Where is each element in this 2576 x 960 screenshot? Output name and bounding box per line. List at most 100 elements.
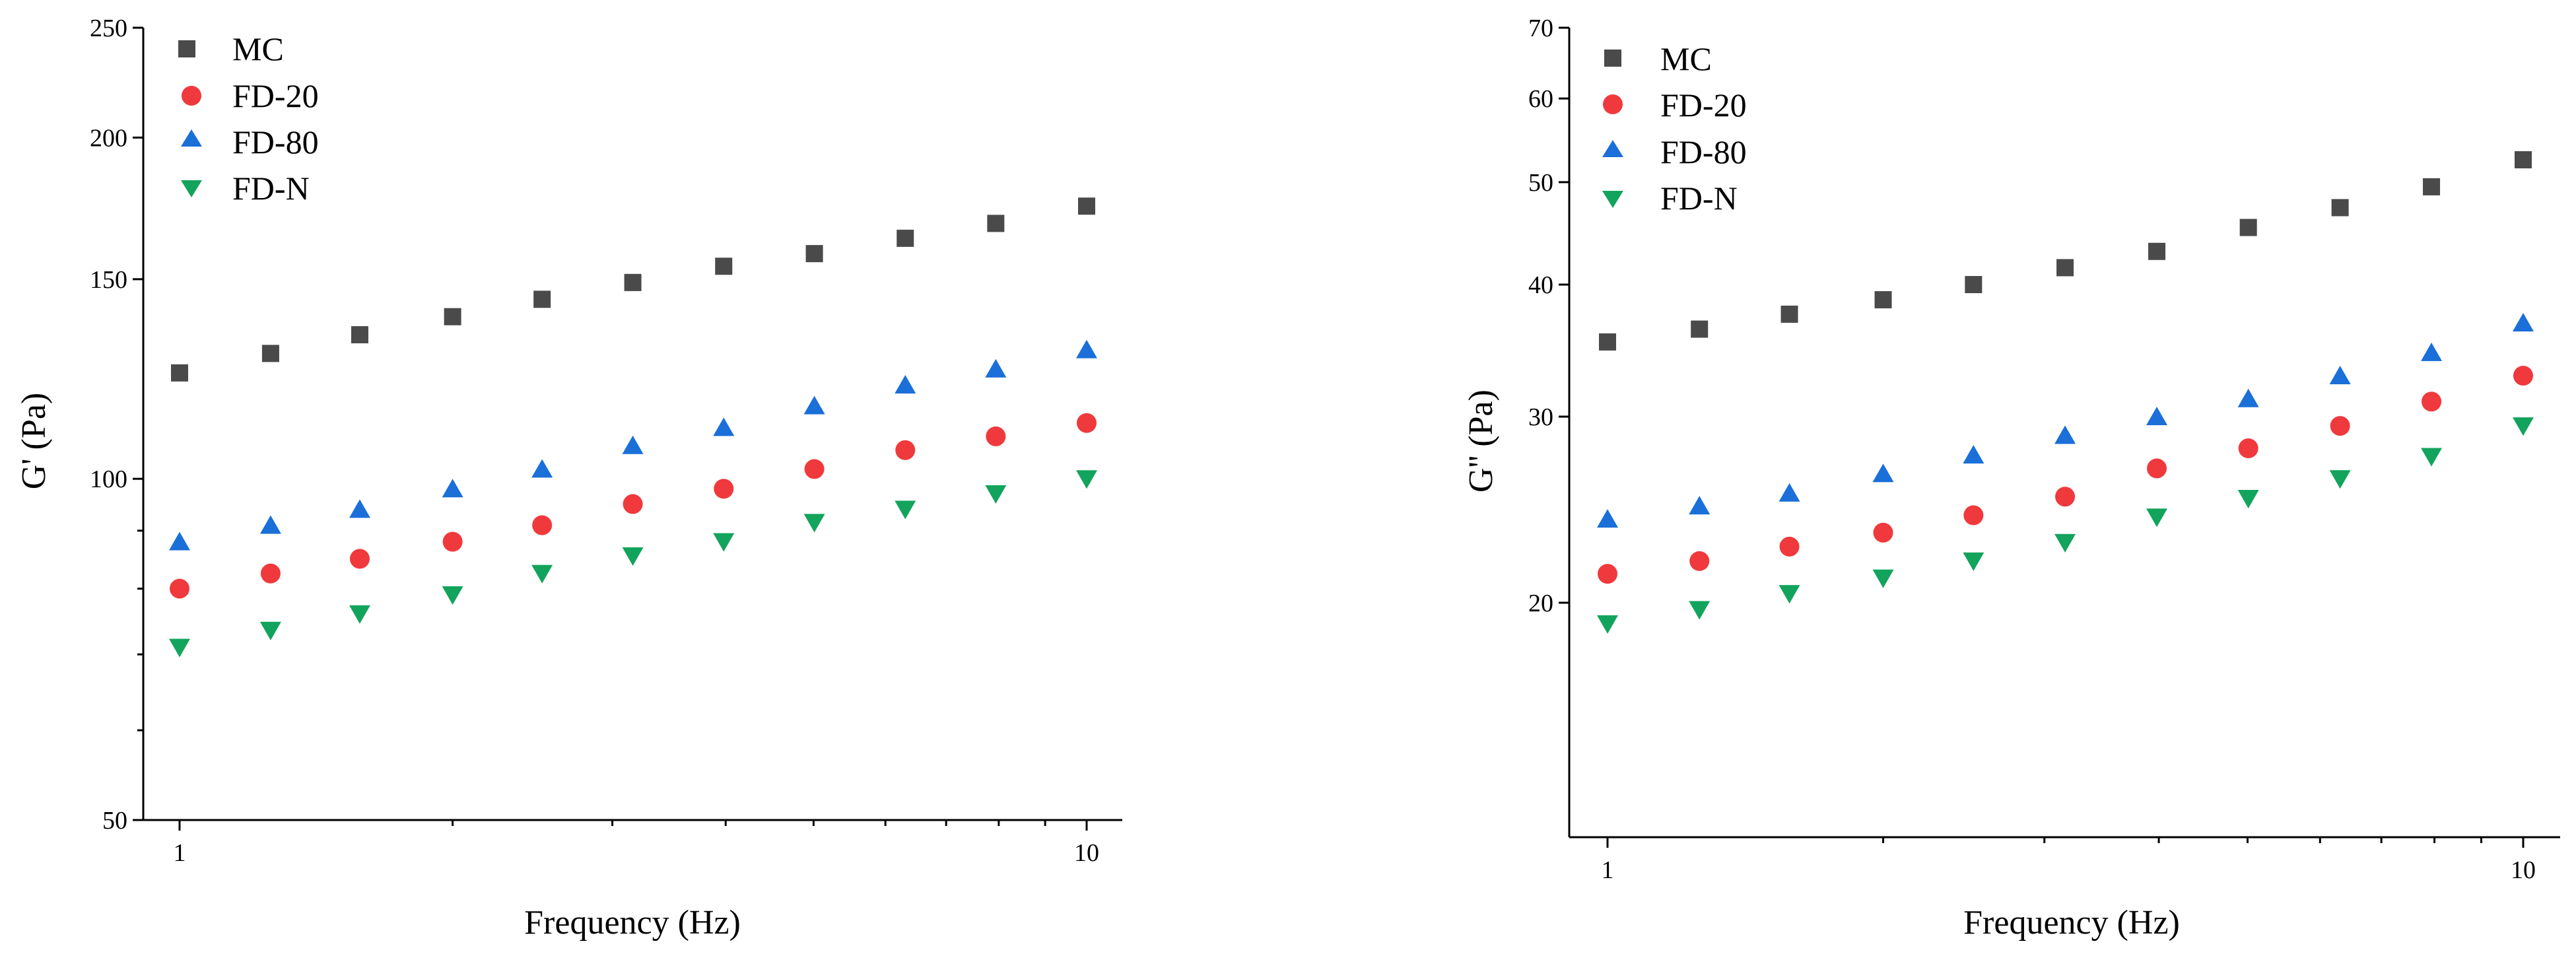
data-point-mc	[2056, 259, 2074, 277]
data-point-fd-20	[170, 578, 189, 599]
data-point-mc	[261, 345, 279, 362]
axis-ticks: 20 30 40 50 60 70 1 10	[1528, 15, 2536, 884]
data-point-fd-20	[532, 515, 553, 535]
data-point-mc	[2148, 242, 2166, 260]
data-point-fd-80	[169, 531, 190, 551]
data-point-fd-20	[804, 459, 825, 479]
data-point-fd-80	[1963, 444, 1984, 463]
data-point-fd-n	[1779, 585, 1800, 604]
data-point-fd-n	[531, 565, 553, 584]
y-tick-label: 100	[90, 465, 127, 493]
legend-item-fd-80: FD-80	[181, 123, 319, 160]
data-point-fd-20	[714, 479, 734, 499]
data-point-fd-n	[1963, 552, 1984, 571]
data-point-fd-n	[1597, 615, 1618, 634]
legend-marker-mc	[1604, 50, 1621, 67]
data-point-fd-n	[169, 638, 190, 658]
data-point-mc	[2239, 219, 2257, 236]
data-point-fd-80	[803, 395, 825, 415]
data-point-mc	[171, 364, 188, 382]
data-point-fd-20	[442, 531, 463, 552]
y-tick-label: 70	[1528, 15, 1553, 42]
legend: MC FD-20 FD-80 FD-N	[178, 30, 319, 207]
data-points	[1597, 151, 2534, 634]
legend-label-fd-20: FD-20	[232, 77, 319, 114]
y-tick-label: 50	[102, 807, 127, 835]
data-point-fd-n	[985, 485, 1007, 504]
data-point-fd-20	[1689, 551, 1710, 571]
data-point-fd-20	[260, 563, 281, 584]
axis-ticks: 50 100 150 200 250 1 10	[90, 15, 1099, 867]
data-point-fd-20	[1873, 522, 1893, 543]
legend-item-fd-20: FD-20	[182, 77, 319, 114]
y-tick-label: 60	[1528, 85, 1553, 113]
data-point-fd-n	[713, 533, 735, 552]
data-point-fd-80	[2421, 342, 2443, 361]
y-tick-label: 50	[1528, 169, 1553, 197]
data-point-fd-n	[1689, 601, 1711, 620]
data-point-mc	[1874, 291, 1892, 308]
data-point-mc	[1599, 333, 1616, 351]
legend-marker-mc	[178, 40, 195, 57]
data-point-mc	[351, 326, 368, 343]
legend-label-mc: MC	[232, 30, 284, 67]
x-axis-title: Frequency (Hz)	[1963, 904, 2180, 942]
data-point-fd-80	[2146, 407, 2168, 426]
data-point-fd-n	[442, 586, 463, 605]
legend-item-mc: MC	[1604, 40, 1712, 77]
data-point-fd-20	[2238, 438, 2258, 458]
x-tick-label: 1	[1602, 856, 1614, 884]
data-point-fd-n	[2237, 489, 2259, 508]
y-tick-label: 30	[1528, 403, 1553, 431]
data-point-fd-80	[2237, 388, 2259, 407]
data-point-mc	[624, 273, 642, 291]
data-point-fd-80	[985, 359, 1007, 378]
data-points	[169, 197, 1097, 658]
data-point-mc	[2331, 199, 2349, 217]
data-point-mc	[1780, 305, 1798, 323]
legend-marker-fd-80	[1602, 140, 1623, 157]
data-point-fd-80	[2054, 425, 2076, 444]
data-point-mc	[533, 291, 551, 308]
data-point-mc	[1078, 197, 1095, 215]
data-point-mc	[2423, 178, 2441, 195]
legend-item-fd-n: FD-N	[1602, 180, 1738, 217]
data-point-fd-80	[1689, 496, 1711, 515]
x-tick-label: 1	[174, 839, 186, 867]
data-point-fd-n	[2054, 533, 2076, 553]
legend-label-fd-n: FD-N	[1660, 180, 1738, 217]
x-tick-label: 10	[1074, 839, 1099, 867]
data-point-fd-80	[1779, 483, 1800, 502]
data-point-fd-20	[2422, 392, 2442, 412]
data-point-fd-80	[895, 375, 916, 394]
legend-item-fd-20: FD-20	[1603, 86, 1747, 123]
data-point-mc	[444, 308, 461, 326]
legend-label-fd-80: FD-80	[232, 123, 319, 160]
data-point-fd-n	[622, 547, 644, 566]
data-point-fd-20	[1598, 564, 1617, 584]
data-point-fd-n	[803, 514, 825, 533]
data-point-fd-n	[895, 500, 916, 520]
data-point-fd-80	[531, 459, 553, 478]
data-point-fd-20	[1963, 505, 1984, 526]
data-point-fd-n	[2513, 417, 2534, 436]
data-point-fd-80	[442, 479, 463, 498]
legend-label-fd-80: FD-80	[1660, 133, 1747, 170]
data-point-mc	[987, 215, 1005, 232]
data-point-fd-80	[1597, 509, 1618, 528]
data-point-fd-20	[895, 440, 916, 460]
data-point-mc	[1965, 276, 1983, 294]
legend-marker-fd-n	[181, 180, 202, 197]
y-axis-title: G' (Pa)	[15, 393, 53, 490]
data-point-fd-n	[2329, 470, 2351, 489]
legend-marker-fd-80	[181, 129, 202, 147]
data-point-mc	[1691, 320, 1709, 338]
data-point-fd-20	[2330, 416, 2350, 436]
data-point-fd-n	[349, 605, 370, 624]
data-point-fd-80	[1872, 463, 1894, 483]
data-point-fd-n	[259, 621, 281, 640]
data-point-fd-80	[1076, 339, 1097, 359]
data-point-fd-80	[259, 515, 281, 534]
